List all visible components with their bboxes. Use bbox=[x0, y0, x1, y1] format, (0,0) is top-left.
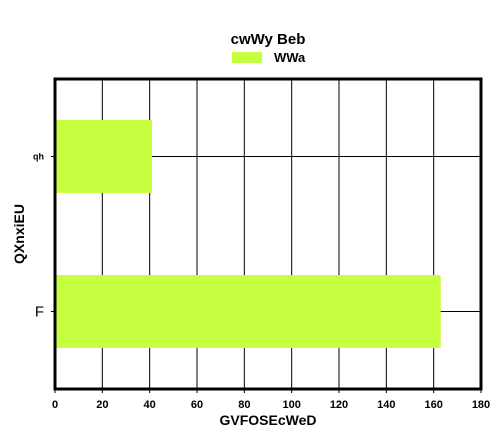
x-tick-label: 160 bbox=[424, 399, 442, 411]
category-lines bbox=[152, 156, 481, 312]
x-tick-label: 180 bbox=[472, 399, 490, 411]
legend-label: WWa bbox=[274, 50, 306, 65]
x-axis-label: GVFOSEcWeD bbox=[220, 412, 317, 428]
x-tick-label: 0 bbox=[52, 399, 58, 411]
plot-frame bbox=[53, 77, 483, 391]
x-tick-label: 100 bbox=[282, 399, 300, 411]
x-tick-label: 20 bbox=[96, 399, 108, 411]
x-axis-ticks: 0 20 40 60 80 100 120 140 160 180 bbox=[52, 389, 490, 411]
y-axis-categories: qh F bbox=[33, 152, 55, 321]
legend-swatch bbox=[232, 52, 262, 63]
y-category-label: qh bbox=[33, 152, 44, 162]
bar bbox=[55, 275, 441, 348]
legend: WWa bbox=[232, 50, 306, 65]
x-tick-label: 40 bbox=[144, 399, 156, 411]
bar bbox=[55, 120, 153, 193]
x-tick-label: 140 bbox=[377, 399, 395, 411]
chart-title: cwWy Beb bbox=[231, 31, 306, 48]
y-category-label: F bbox=[35, 304, 44, 321]
y-axis-label: QXnxiEU bbox=[11, 204, 27, 264]
x-tick-label: 60 bbox=[191, 399, 203, 411]
bars bbox=[55, 120, 441, 348]
x-tick-label: 120 bbox=[330, 399, 348, 411]
x-tick-label: 80 bbox=[238, 399, 250, 411]
